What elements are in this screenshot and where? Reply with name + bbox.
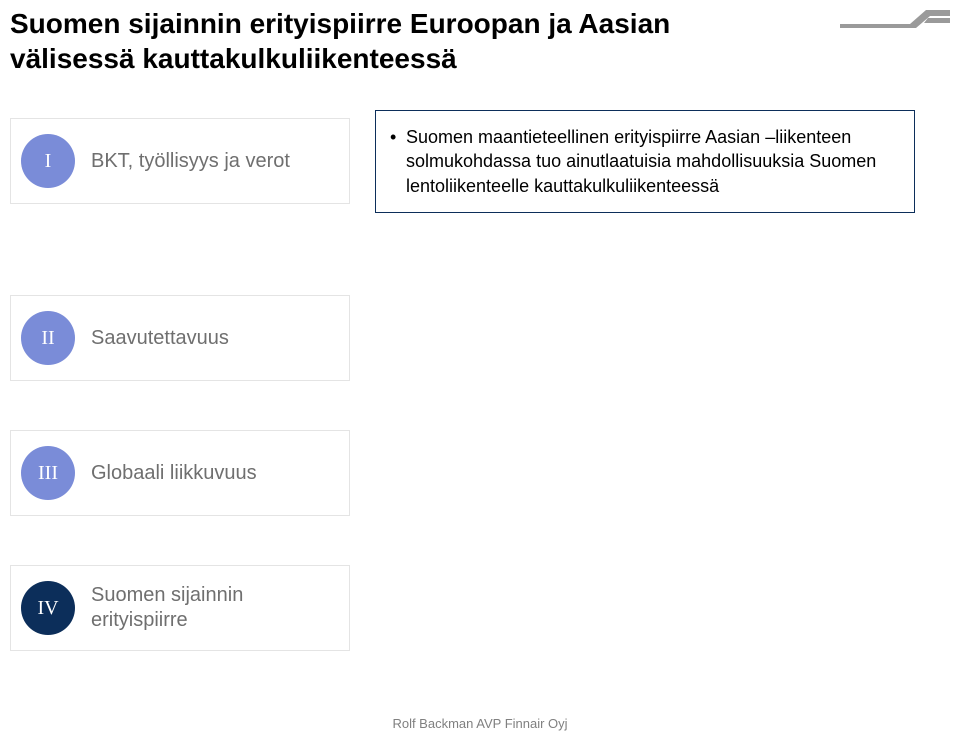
badge-iv: IV [21, 581, 75, 635]
brand-logo [840, 10, 950, 32]
card-saavutettavuus: II Saavutettavuus [10, 295, 350, 381]
badge-iv-numeral: IV [37, 597, 58, 620]
badge-ii-numeral: II [41, 327, 54, 350]
card-bkt-label: BKT, työllisyys ja verot [91, 149, 290, 174]
badge-i: I [21, 134, 75, 188]
badge-iii-numeral: III [38, 462, 58, 485]
callout-text: Suomen maantieteellinen erityispiirre Aa… [406, 127, 876, 196]
title-line-2: välisessä kauttakulkuliikenteessä [10, 43, 457, 74]
row-4: IV Suomen sijainnin erityispiirre [10, 565, 350, 651]
page-title: Suomen sijainnin erityispiirre Euroopan … [10, 6, 670, 76]
callout-box: Suomen maantieteellinen erityispiirre Aa… [375, 110, 915, 213]
row-2: II Saavutettavuus [10, 295, 350, 381]
card-globaali-label: Globaali liikkuvuus [91, 461, 257, 486]
row-1: I BKT, työllisyys ja verot [10, 118, 350, 204]
card-sijainnin: IV Suomen sijainnin erityispiirre [10, 565, 350, 651]
card-globaali: III Globaali liikkuvuus [10, 430, 350, 516]
brand-logo-svg [840, 10, 950, 32]
badge-i-numeral: I [45, 150, 52, 173]
footer-credit: Rolf Backman AVP Finnair Oyj [0, 716, 960, 731]
card-saavutettavuus-label: Saavutettavuus [91, 326, 229, 351]
badge-ii: II [21, 311, 75, 365]
title-line-1: Suomen sijainnin erityispiirre Euroopan … [10, 8, 670, 39]
card-sijainnin-label: Suomen sijainnin erityispiirre [91, 583, 335, 633]
badge-iii: III [21, 446, 75, 500]
card-bkt: I BKT, työllisyys ja verot [10, 118, 350, 204]
row-3: III Globaali liikkuvuus [10, 430, 350, 516]
footer-text: Rolf Backman AVP Finnair Oyj [392, 716, 567, 731]
